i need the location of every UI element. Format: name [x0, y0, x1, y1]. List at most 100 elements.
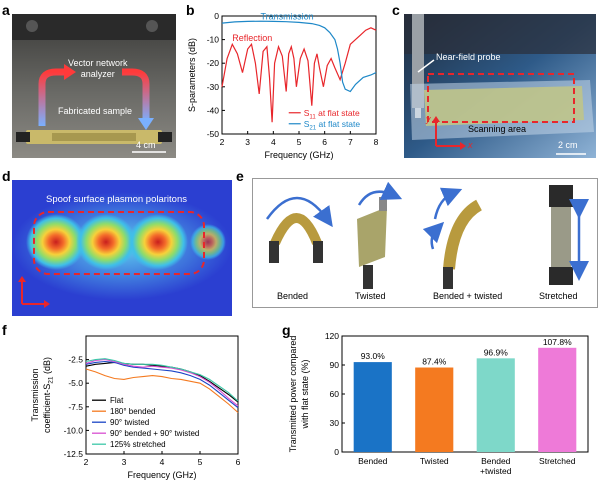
g-ytick-label: 30	[330, 418, 340, 428]
f-xtick-label: 6	[236, 457, 241, 467]
panel-c-letter: c	[392, 2, 400, 18]
g-bar-3	[538, 347, 577, 452]
stretched-sample	[549, 185, 589, 285]
panel-d-letter: d	[2, 168, 11, 184]
f-legend-label-4: 125% stretched	[110, 440, 166, 449]
b-xlabel: Frequency (GHz)	[264, 150, 333, 160]
vna-label-line1: Vector network	[68, 58, 128, 68]
twist-arrow	[357, 181, 403, 206]
f-ytick-label: -12.5	[64, 449, 84, 459]
f-ylabel-line2-main: coefficient-S	[42, 384, 52, 433]
b-legend-label-sub: 21	[309, 124, 316, 131]
b-legend-label: S21 at flat state	[304, 119, 361, 132]
b-ytick-label: -20	[207, 58, 220, 68]
scanning-area-box	[427, 73, 575, 123]
b-xtick-label: 2	[220, 137, 225, 147]
g-category-label: Stretched	[539, 456, 576, 466]
b-xtick-label: 5	[297, 137, 302, 147]
left-signal-arrow	[38, 68, 66, 126]
b-xtick-label: 3	[245, 137, 250, 147]
f-series-line-3	[85, 359, 239, 407]
panel-c-scale-label: 2 cm	[558, 140, 578, 150]
s-parameter-chart: 2 3 4 5 6 7 8 0 -10 -20 -30 -40 -50 Frequency (GHz) S-…	[187, 11, 379, 160]
c-axis-y-label: y	[426, 114, 431, 124]
f-ylabel-line1: Transmission	[30, 368, 40, 421]
right-signal-arrow	[122, 68, 150, 122]
b-legend-label-main: S	[304, 108, 310, 118]
f-xtick-label: 3	[122, 457, 127, 467]
g-bar-value-label: 107.8%	[543, 337, 572, 347]
b-legend-label: S11 at flat state	[304, 108, 360, 121]
e-caption-bended: Bended	[277, 291, 309, 301]
f-ylabel-line2: coefficient-S21 (dB)	[42, 357, 55, 433]
twisted-sample	[357, 181, 403, 289]
f-ylabel-line2-rest: (dB)	[42, 357, 52, 377]
spp-region-box	[33, 211, 205, 275]
g-ytick-label: 90	[330, 360, 340, 370]
b-ytick-label: -30	[207, 82, 220, 92]
c-axis-x-label: x	[468, 140, 473, 150]
f-legend-label-2: 90° twisted	[110, 418, 149, 427]
right-arrow-head	[138, 118, 154, 130]
spp-hotspot-4	[190, 224, 226, 260]
panel-a-scale-label: 4 cm	[136, 140, 156, 150]
b-annotation-reflection: Reflection	[232, 33, 272, 43]
panel-d-field-map: Spoof surface plasmon polaritons	[12, 180, 232, 316]
f-xtick-label: 5	[198, 457, 203, 467]
b-legend-label-main: S	[304, 119, 310, 129]
b-annotation-transmission: Transmission	[261, 12, 314, 22]
b-legend-label-sub: 11	[309, 113, 316, 120]
e-caption-twisted: Twisted	[355, 291, 386, 301]
bend-twist-arrow-2	[422, 221, 445, 250]
g-ytick-label: 0	[334, 447, 339, 457]
g-ytick-label: 120	[325, 331, 339, 341]
f-series-line-2	[85, 360, 239, 409]
sample-under-test	[424, 86, 584, 126]
b-ylabel: S-parameters (dB)	[187, 38, 197, 112]
f-ytick-label: -2.5	[68, 355, 83, 365]
vna-knob-right	[146, 20, 158, 32]
vna-label: Vector network analyzer	[68, 58, 128, 80]
f-xlabel: Frequency (GHz)	[127, 470, 196, 480]
b-xtick-label: 4	[271, 137, 276, 147]
left-arrow-head	[64, 64, 76, 80]
f-series-line-4	[85, 358, 239, 402]
g-ytick-label: 60	[330, 389, 340, 399]
b-ytick-label: 0	[214, 11, 219, 21]
panel-a-photo-graphic	[12, 14, 176, 158]
panel-c-photo: Near-field probe Scanning area 2 cm x y	[404, 14, 596, 158]
spp-hotspot-1	[26, 214, 86, 270]
g-bar-2	[476, 358, 515, 452]
b-xtick-label: 7	[348, 137, 353, 147]
spp-hotspot-3	[128, 214, 188, 270]
b-ytick-label: -40	[207, 105, 220, 115]
g-category-label: Bended	[481, 456, 511, 466]
b-xtick-label: 8	[374, 137, 379, 147]
vna-label-line2: analyzer	[80, 69, 115, 79]
e-caption-stretched: Stretched	[539, 291, 578, 301]
b-legend-label-rest: at flat state	[316, 108, 360, 118]
f-series-line-1	[85, 368, 239, 413]
b-legend-label-rest: at flat state	[316, 119, 360, 129]
g-bar-value-label: 96.9%	[484, 347, 509, 357]
panel-b-letter: b	[186, 2, 195, 18]
b-xtick-label: 6	[322, 137, 327, 147]
panel-g-letter: g	[282, 322, 291, 338]
f-ylabel-line2-sub: 21	[48, 376, 55, 384]
panel-e-frame: Bended Twisted Bended + twisted Stretche…	[252, 178, 598, 308]
f-series-line-0	[85, 361, 239, 403]
transmitted-power-bar-chart: 0 30 60 90 120 Transmitted power compared with…	[288, 331, 589, 476]
e-caption-bended-twisted: Bended + twisted	[433, 291, 503, 301]
f-legend-label-1: 180° bended	[110, 407, 155, 416]
bended-sample	[265, 196, 333, 263]
f-legend-label-0: Flat	[110, 396, 124, 405]
scanning-area-label: Scanning area	[468, 124, 527, 134]
g-bar-0	[353, 362, 392, 452]
panel-e-deformation-graphic	[265, 181, 589, 289]
b-ytick-label: -50	[207, 129, 220, 139]
f-ytick-label: -7.5	[68, 402, 83, 412]
f-xtick-label: 2	[84, 457, 89, 467]
b-ytick-label: -10	[207, 35, 220, 45]
g-bar-value-label: 93.0%	[361, 351, 386, 361]
panel-d-heatmap-graphic	[12, 180, 232, 316]
